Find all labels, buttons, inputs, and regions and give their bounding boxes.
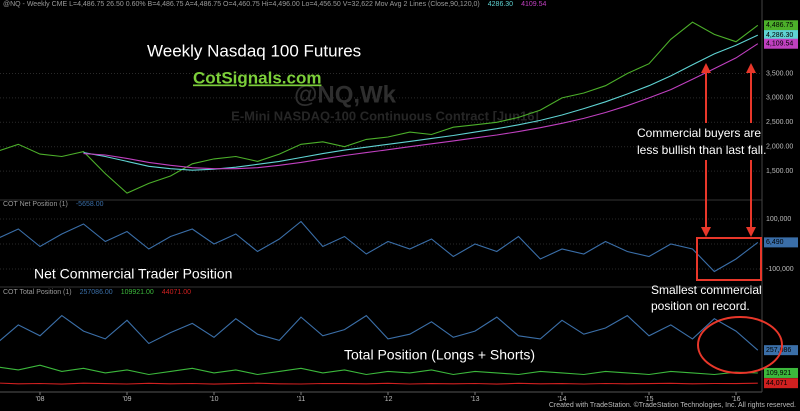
- y-tick-label: -100,000: [766, 266, 794, 273]
- annotation-line: less bullish than last fall.: [637, 143, 766, 157]
- y-tick-label: 2,000.00: [766, 144, 793, 151]
- x-tick-label: '10: [209, 396, 218, 403]
- last-value-box: [764, 378, 798, 389]
- x-tick-label: '15: [644, 396, 653, 403]
- last-value-box: [764, 367, 798, 378]
- y-tick-label: 100,000: [766, 216, 791, 223]
- chart-title: Weekly Nasdaq 100 Futures: [147, 41, 361, 60]
- last-value-label: 257,086: [766, 347, 791, 354]
- x-tick-label: '14: [557, 396, 566, 403]
- last-value-label: 4,286.30: [766, 32, 793, 39]
- plots: 1,500.00 2,000.00 2,500.00 3,000.00 3,500.00…: [0, 20, 798, 403]
- y-tick-label: 3,000.00: [766, 95, 793, 102]
- net-header: COT Net Position (1): [3, 201, 68, 208]
- x-tick-label: '08: [35, 396, 44, 403]
- price-header: @NQ - Weekly CME L=4,486.75 26.50 0.60% …: [3, 1, 480, 8]
- x-tick-label: '11: [297, 396, 306, 403]
- y-tick-label: 1,500.00: [766, 168, 793, 175]
- chart-subtitle: CotSignals.com: [193, 68, 321, 87]
- header-value: 109921.00: [121, 289, 154, 296]
- last-value-label: 109,921: [766, 370, 791, 377]
- header-value: 4109.54: [521, 1, 546, 8]
- last-value-label: 44,071: [766, 380, 788, 387]
- last-value-box: [764, 20, 798, 31]
- header-value: 4286.30: [488, 1, 513, 8]
- series-line: [0, 382, 758, 385]
- series-line: [83, 34, 759, 171]
- annotation-line: Smallest commercial: [651, 283, 762, 297]
- watermark-subtitle: E-Mini NASDAQ-100 Continuous Contract [J…: [231, 108, 539, 123]
- series-line: [0, 21, 759, 194]
- x-tick-label: '13: [470, 396, 479, 403]
- annotation-line: Commercial buyers are: [637, 126, 761, 140]
- last-value-label: 6,490: [766, 239, 784, 246]
- panel-title: Net Commercial Trader Position: [34, 266, 232, 282]
- series-line: [0, 314, 759, 351]
- footer: Created with TradeStation. ©TradeStation…: [549, 401, 796, 409]
- last-value-label: 4,486.75: [766, 22, 793, 29]
- x-tick-label: '12: [383, 396, 392, 403]
- last-value-box: [764, 237, 798, 248]
- header-value: 44071.00: [162, 289, 191, 296]
- x-tick-label: '16: [731, 396, 740, 403]
- highlight-box: [696, 237, 762, 281]
- header-value: 257086.00: [80, 289, 113, 296]
- last-value-label: 4,109.54: [766, 41, 793, 48]
- y-tick-label: 2,500.00: [766, 119, 793, 126]
- last-value-box: [764, 38, 798, 49]
- total-header: COT Total Position (1): [3, 289, 72, 296]
- header-value: -5658.00: [76, 201, 104, 208]
- annotation-line: position on record.: [651, 299, 750, 313]
- last-value-box: [764, 30, 798, 41]
- series-line: [0, 364, 758, 376]
- x-tick-label: '09: [122, 396, 131, 403]
- watermark: @NQ,Wk: [294, 81, 397, 108]
- series-line: [0, 220, 759, 273]
- y-tick-label: 3,500.00: [766, 70, 793, 77]
- series-line: [83, 43, 759, 170]
- highlight-ellipse: [697, 316, 783, 374]
- panel-title: Total Position (Longs + Shorts): [344, 347, 535, 363]
